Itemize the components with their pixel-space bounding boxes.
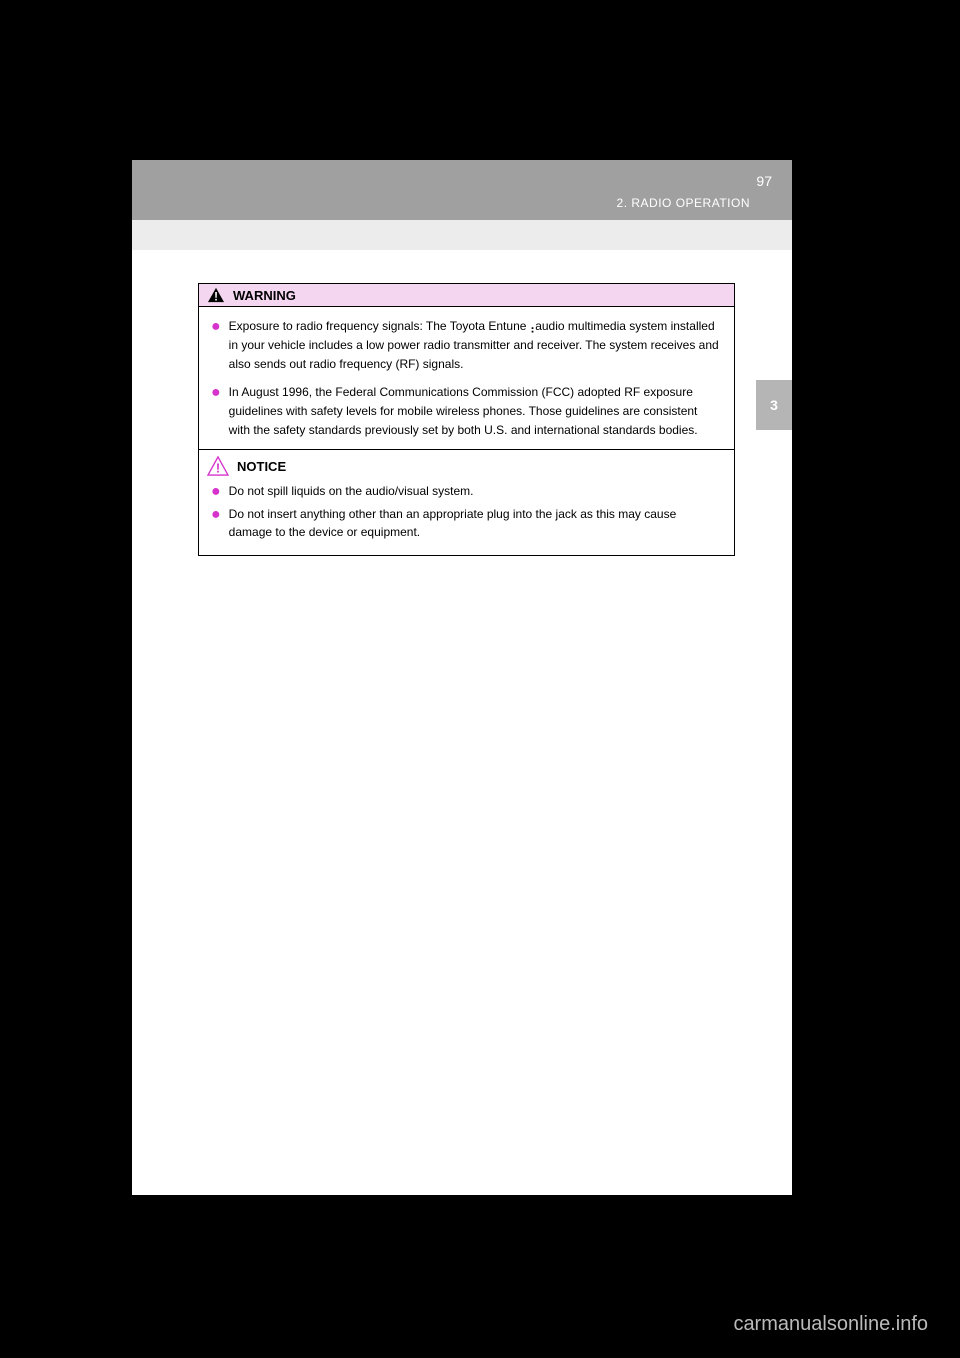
notice-title: NOTICE	[237, 459, 286, 474]
header-band	[132, 160, 792, 220]
notice-bullet-item: ● Do not spill liquids on the audio/visu…	[211, 482, 722, 501]
notice-box: ! NOTICE ● Do not spill liquids on the a…	[198, 449, 735, 556]
warning-triangle-icon: !	[207, 287, 225, 303]
sub-header-band	[132, 220, 792, 250]
svg-text:!: !	[214, 291, 218, 303]
notice-header: ! NOTICE	[199, 450, 734, 482]
svg-text:!: !	[216, 460, 220, 475]
notice-bullet-text: Do not spill liquids on the audio/visual…	[229, 482, 722, 501]
notice-bullet-item: ● Do not insert anything other than an a…	[211, 505, 722, 541]
notice-body: ● Do not spill liquids on the audio/visu…	[199, 482, 734, 555]
notice-bullet-text: Do not insert anything other than an app…	[229, 505, 722, 541]
warning-bullet-item: ● In August 1996, the Federal Communicat…	[211, 383, 722, 441]
chapter-tab-number: 3	[770, 397, 778, 413]
chapter-tab: 3	[756, 380, 792, 430]
watermark: carmanualsonline.info	[733, 1313, 928, 1336]
warning-header: ! WARNING	[198, 283, 735, 307]
section-label: 2. RADIO OPERATION	[617, 196, 750, 210]
bullet-icon: ●	[211, 383, 221, 441]
notice-triangle-icon: !	[207, 456, 229, 476]
warning-box: ! WARNING ● Exposure to radio frequency …	[198, 283, 735, 459]
page-number: 97	[756, 173, 772, 189]
warning-bullet-text: In August 1996, the Federal Communicatio…	[229, 383, 722, 441]
warning-body: ● Exposure to radio frequency signals: T…	[198, 307, 735, 459]
bullet-icon: ●	[211, 482, 221, 501]
warning-bullet-text: Exposure to radio frequency signals: The…	[229, 317, 722, 375]
warning-bullet-item: ● Exposure to radio frequency signals: T…	[211, 317, 722, 375]
bullet-icon: ●	[211, 317, 221, 375]
warning-title: WARNING	[233, 288, 296, 303]
bullet-icon: ●	[211, 505, 221, 541]
